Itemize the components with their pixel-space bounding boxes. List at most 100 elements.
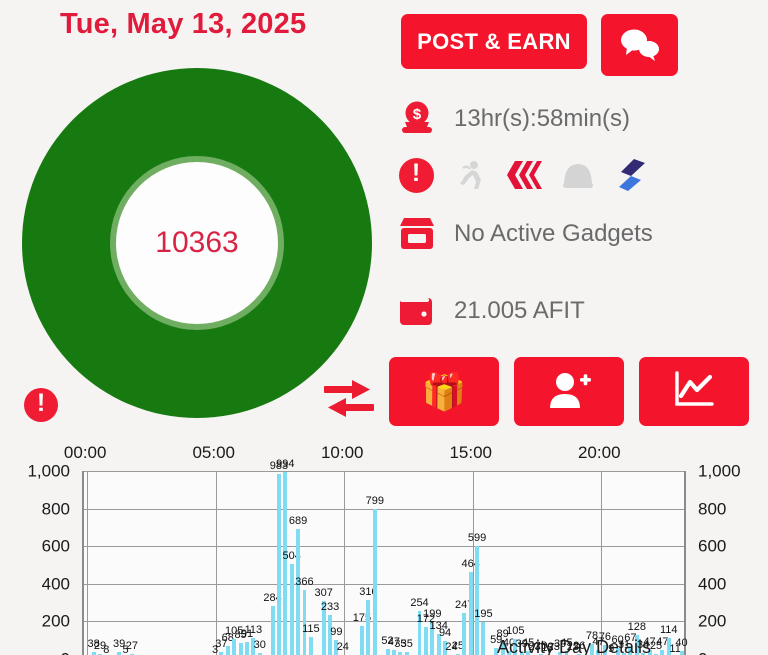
bar-item: 37 [215, 471, 228, 655]
bar-item: 76 [599, 471, 611, 655]
bar-value-label: 45 [522, 636, 535, 649]
bar [500, 642, 505, 655]
bar [283, 472, 288, 655]
bar-value-label: 284 [263, 591, 282, 604]
y-tick-label: 200 [698, 611, 727, 631]
gift-icon: 🎁 [421, 370, 467, 412]
bar-value-label: 983 [269, 460, 289, 473]
bar-value-label: 316 [359, 585, 378, 598]
activity-day-details-label[interactable]: Activity Day Details [497, 637, 652, 655]
bar [232, 639, 237, 655]
y-tick-label: 800 [698, 499, 727, 519]
bar [628, 646, 633, 655]
gift-button[interactable]: 🎁 [389, 357, 499, 426]
bar-item: 114 [660, 471, 678, 655]
bar [596, 650, 601, 655]
bar [98, 653, 102, 655]
chat-button[interactable] [601, 14, 678, 76]
bar-item: 113 [245, 471, 262, 655]
stats-button[interactable] [639, 357, 749, 426]
bar [360, 626, 364, 655]
bar-value-label: 199 [423, 607, 442, 620]
bar-item: 464 [461, 471, 480, 655]
bar-item: 799 [366, 471, 384, 655]
bar [417, 611, 422, 655]
add-user-button[interactable] [514, 357, 624, 426]
bar-item: 47 [656, 471, 668, 655]
bar-value-label: 689 [288, 515, 308, 528]
hive-chevrons-icon[interactable] [504, 155, 544, 195]
alert-circle-icon[interactable]: ! [24, 388, 58, 422]
x-tick-label: 15:00 [449, 443, 493, 462]
bar [308, 637, 313, 655]
bar-item: 60 [611, 471, 624, 655]
swap-arrows-icon[interactable] [322, 375, 376, 423]
runner-icon[interactable] [450, 155, 490, 195]
bar [666, 637, 671, 655]
bar [526, 650, 531, 655]
bar-item: 128 [628, 471, 646, 655]
bar [634, 634, 639, 655]
bar-item: 89 [496, 471, 509, 655]
bar-item: 254 [410, 471, 429, 655]
bar-item: 34 [637, 471, 649, 655]
action-buttons-row: 🎁 [389, 357, 749, 426]
bar [641, 652, 646, 655]
bar-item: 27 [126, 471, 138, 655]
wallet-row: 21.005 AFIT [396, 290, 585, 332]
bar-item: 31 [618, 471, 630, 655]
helmet-icon[interactable] [558, 155, 598, 195]
bar-item: 105 [225, 471, 243, 655]
bar-value-label: 233 [320, 601, 340, 614]
bar [219, 652, 224, 655]
vertical-gridline [215, 471, 217, 655]
bar-item: 40 [675, 471, 688, 655]
bar-value-label: 599 [467, 532, 487, 545]
bar-value-label: 5 [122, 644, 129, 655]
bar-value-label: 24 [445, 640, 458, 653]
store-icon [396, 213, 438, 255]
bar [558, 651, 563, 655]
bar-value-label: 94 [438, 627, 452, 640]
bar-value-label: 25 [451, 640, 464, 653]
bar-item: 307 [314, 471, 333, 655]
x-tick-label: 20:00 [577, 443, 621, 462]
x-tick-label: 10:00 [320, 443, 364, 462]
bar-value-label: 39 [553, 637, 567, 650]
bar [251, 637, 256, 655]
bar-value-label: 85 [234, 629, 247, 642]
bar-value-label: 307 [314, 587, 333, 600]
bar-value-label: 366 [295, 576, 314, 589]
post-and-earn-button[interactable]: POST & EARN [401, 14, 587, 69]
lightning-bolt-icon[interactable] [612, 155, 652, 195]
alert-circle-icon[interactable]: ! [396, 155, 436, 195]
bar-value-label: 8 [103, 643, 110, 655]
bar-value-label: 59 [490, 633, 503, 646]
bar-item: 38 [87, 471, 100, 655]
bar [257, 653, 262, 655]
x-axis-labels: 00:00 05:00 10:00 15:00 20:00 [0, 441, 768, 469]
bar-value-label: 52 [381, 635, 394, 648]
person-add-icon [546, 370, 592, 413]
bar-item: 68 [222, 471, 234, 655]
gridline [84, 508, 684, 510]
status-icons-row: ! [396, 155, 652, 195]
steps-count: 10363 [155, 226, 239, 259]
bar-value-label: 25 [649, 640, 663, 653]
bar [270, 605, 275, 655]
y-axis-right: 0 200 400 600 800 1,000 [692, 463, 768, 655]
coin-deposit-icon: $ [396, 98, 438, 140]
gridline [84, 621, 684, 623]
bar-value-label: 994 [276, 458, 295, 471]
bar-item: 35 [394, 471, 406, 655]
bar-value-label: 89 [496, 628, 509, 641]
alert-glyph: ! [36, 389, 46, 417]
bar-item: 983 [270, 461, 288, 655]
bar-item: 39 [516, 471, 528, 655]
vertical-gridline [87, 471, 89, 655]
bar-value-label: 47 [592, 636, 605, 649]
bar [430, 621, 435, 655]
bar-item: 233 [321, 471, 339, 655]
bar-item: 316 [359, 471, 378, 655]
